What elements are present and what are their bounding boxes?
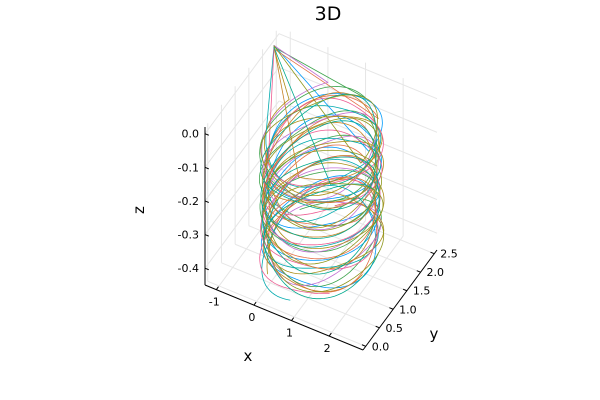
z-axis-label: z xyxy=(130,206,148,214)
x-tick-mark xyxy=(215,286,219,290)
y-tick-label: 1.5 xyxy=(413,285,431,298)
y-axis-line xyxy=(362,249,438,351)
z-tick-label: -0.1 xyxy=(178,161,199,174)
chart-title: 3D xyxy=(315,3,342,25)
grid-line-z-back xyxy=(278,167,438,234)
z-tick-mark xyxy=(204,200,209,203)
y-tick-mark xyxy=(389,307,394,310)
grid-line-y-floor xyxy=(207,280,366,347)
z-tick-mark xyxy=(204,166,209,170)
axes-layer xyxy=(204,127,438,351)
y-tick-label: 1.0 xyxy=(399,303,417,316)
grid-line-y-floor xyxy=(234,243,394,310)
grid-line-x-floor xyxy=(291,220,366,321)
grid-line-x-floor xyxy=(253,204,329,306)
series-line-10 xyxy=(260,45,385,293)
z-tick-label: -0.2 xyxy=(178,195,199,208)
x-axis-line xyxy=(204,284,364,351)
z-tick-mark xyxy=(204,267,209,271)
grid-line-z-back xyxy=(278,33,438,100)
series-layer xyxy=(259,45,385,301)
y-axis-label: y xyxy=(430,325,439,343)
x-axis-label: x xyxy=(244,347,253,365)
y-tick-mark xyxy=(402,288,408,292)
x-tick-mark xyxy=(291,317,295,321)
series-line-9 xyxy=(260,47,381,300)
series-line-1 xyxy=(260,45,383,289)
z-tick-label: -0.4 xyxy=(178,262,199,275)
z-tick-mark xyxy=(204,133,209,136)
y-tick-mark xyxy=(375,325,380,329)
x-tick-mark xyxy=(328,332,332,337)
x-tick-label: -1 xyxy=(209,296,220,309)
x-tick-mark xyxy=(253,301,257,306)
z-tick-mark xyxy=(204,234,209,237)
grid-line-z-side xyxy=(204,134,280,235)
y-tick-label: 0.0 xyxy=(372,340,390,353)
y-tick-mark xyxy=(361,344,366,347)
grid-line-z-side xyxy=(204,100,280,202)
x-tick-label: 0 xyxy=(248,311,255,324)
y-tick-label: 2.0 xyxy=(427,266,445,279)
grid-line-z-back xyxy=(278,134,438,201)
z-tick-label: 0.0 xyxy=(182,128,200,141)
y-tick-mark xyxy=(416,270,421,273)
z-tick-label: -0.3 xyxy=(178,229,199,242)
tick-labels: -1 0 1 2 0.0 0.5 1.0 1.5 2.0 2.5 0.0 -0.1 -0.2 -0.3 -0… xyxy=(178,128,458,355)
y-tick-mark xyxy=(430,251,435,255)
grid-line-x-floor xyxy=(328,235,404,337)
grid-line-z-back xyxy=(278,66,438,133)
y-tick-label: 0.5 xyxy=(385,322,403,335)
grid-line-z-side xyxy=(204,67,280,168)
x-tick-label: 2 xyxy=(324,342,331,355)
y-tick-label: 2.5 xyxy=(440,248,458,261)
x-tick-label: 1 xyxy=(286,327,293,340)
grid-line-z-side xyxy=(204,33,280,135)
